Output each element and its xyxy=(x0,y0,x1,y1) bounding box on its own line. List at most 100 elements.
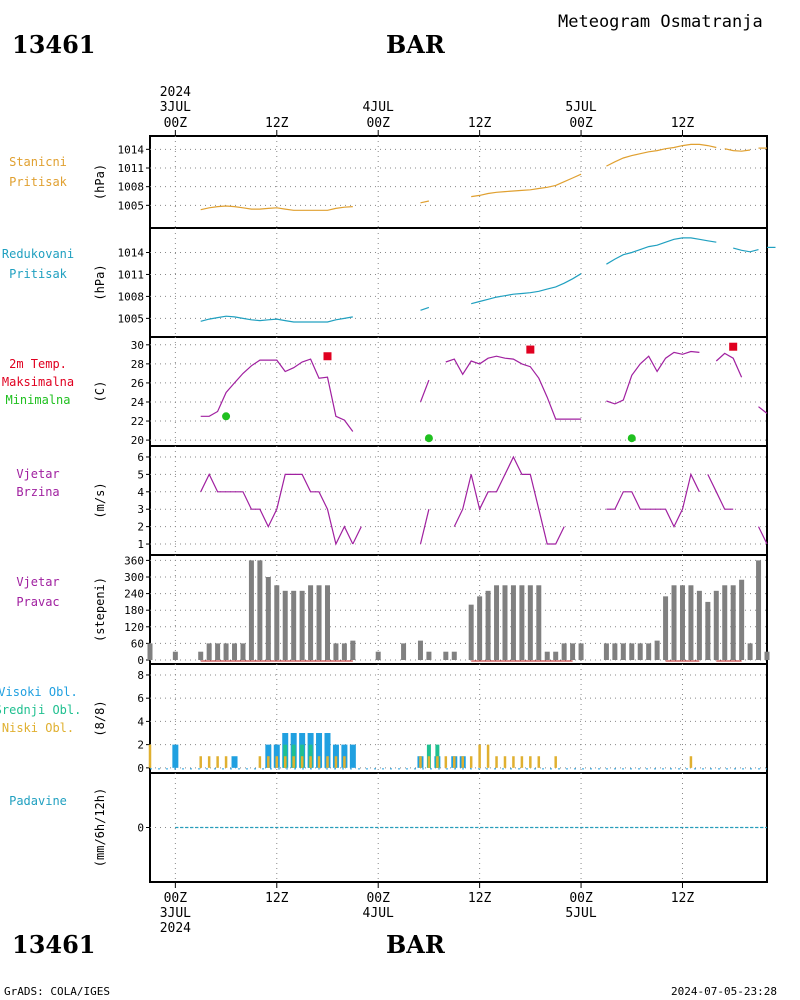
tmin-marker xyxy=(627,434,636,443)
time-date-label: 5JUL xyxy=(565,100,596,115)
y-tick-label: 240 xyxy=(124,588,144,601)
variable-label: Niski Obl. xyxy=(2,721,74,735)
variable-label: Pravac xyxy=(16,595,59,609)
wind-direction-bar xyxy=(485,590,491,660)
cloud-bar xyxy=(216,756,219,768)
wind-direction-bar xyxy=(705,601,711,660)
cloud-bar xyxy=(324,733,331,768)
wind-direction-bar xyxy=(240,643,246,660)
tmin-marker xyxy=(222,412,231,421)
wind-direction-bar xyxy=(341,643,347,660)
cloud-bar xyxy=(292,756,295,768)
cloud-bar xyxy=(231,756,238,768)
time-year-label: 2024 xyxy=(160,921,191,936)
series-line xyxy=(471,273,582,305)
y-tick-label: 1008 xyxy=(118,181,145,194)
time-hour-label: 00Z xyxy=(366,116,390,131)
cloud-bar xyxy=(419,756,422,768)
wind-direction-bar xyxy=(663,596,669,660)
wind-direction-bar xyxy=(561,643,567,660)
panel-frame xyxy=(149,445,768,556)
wind-direction-bar xyxy=(510,585,516,660)
series-line xyxy=(606,237,717,265)
panel-precipitation: 0 (mm/6h/12h) Padavine xyxy=(9,772,768,883)
variable-label: Vjetar xyxy=(16,467,59,481)
station-id-bottom: 13461 xyxy=(12,930,96,959)
time-hour-label: 12Z xyxy=(468,891,492,906)
cloud-bar xyxy=(326,756,329,768)
cloud-bar xyxy=(267,756,270,768)
cloud-bar xyxy=(349,744,356,768)
cloud-bar xyxy=(283,756,287,768)
series-line xyxy=(200,358,354,432)
series-line xyxy=(352,526,362,545)
y-tick-label: 22 xyxy=(131,415,144,428)
y-tick-label: 0 xyxy=(137,822,144,835)
wind-direction-bar xyxy=(426,651,432,660)
wind-direction-bar xyxy=(401,643,407,660)
wind-direction-bar xyxy=(502,585,508,660)
y-tick-label: 4 xyxy=(137,486,144,499)
series-line xyxy=(733,247,759,253)
y-tick-label: 0 xyxy=(137,762,144,775)
time-year-label: 2024 xyxy=(160,85,191,100)
wind-direction-bar xyxy=(282,590,288,660)
wind-direction-bar xyxy=(722,585,728,660)
y-tick-label: 1011 xyxy=(118,162,145,175)
cloud-bar xyxy=(148,744,152,768)
y-tick-label: 1014 xyxy=(118,246,145,259)
variable-label: Minimalna xyxy=(5,393,70,407)
series-line xyxy=(606,143,717,167)
station-name-bottom: BAR xyxy=(386,930,445,959)
y-tick-label: 1011 xyxy=(118,268,145,281)
panel-wind_direction: 0 60 120 180 240 300 360 (stepeni) Vjetar Pravac xyxy=(16,554,770,667)
wind-direction-bar xyxy=(713,590,719,660)
y-tick-label: 360 xyxy=(124,554,144,567)
wind-direction-bar xyxy=(417,640,423,660)
wind-direction-bar xyxy=(350,640,356,660)
wind-direction-bar xyxy=(637,643,643,660)
tmax-marker xyxy=(526,345,535,354)
wind-direction-bar xyxy=(739,579,745,660)
variable-label: Pritisak xyxy=(9,175,68,189)
wind-direction-bar xyxy=(671,585,677,660)
series-line xyxy=(724,148,751,152)
cloud-bar xyxy=(512,756,515,768)
wind-direction-bar xyxy=(519,585,525,660)
cloud-bar xyxy=(343,756,346,768)
y-tick-label: 6 xyxy=(137,451,144,464)
y-axis-label: (stepeni) xyxy=(93,577,107,642)
time-hour-label: 12Z xyxy=(265,116,289,131)
variable-label: Brzina xyxy=(16,485,59,499)
cloud-bar xyxy=(453,756,456,768)
wind-direction-bar xyxy=(679,585,685,660)
station-name-top: BAR xyxy=(386,30,445,59)
tmin-marker xyxy=(424,434,433,443)
y-tick-label: 2 xyxy=(137,739,144,752)
variable-label: 2m Temp. xyxy=(9,357,67,371)
y-tick-label: 4 xyxy=(137,715,144,728)
wind-direction-bar xyxy=(544,651,550,660)
wind-direction-bar xyxy=(257,560,263,660)
panel-frame xyxy=(149,663,768,774)
panel-reduced_pressure: 1005 1008 1011 1014 (hPa) Redukovani Pritisak xyxy=(2,227,776,338)
cloud-bar xyxy=(172,744,179,768)
footer-timestamp: 2024-07-05-23:28 xyxy=(671,985,777,998)
cloud-bar xyxy=(495,756,498,768)
panel-frame xyxy=(149,336,768,447)
series-line xyxy=(420,200,430,204)
panel-temperature: 20 22 24 26 28 30 (C) 2m Temp. Maksimalna Minimal… xyxy=(2,336,768,447)
wind-direction-bar xyxy=(688,585,694,660)
wind-direction-bar xyxy=(451,651,457,660)
cloud-bar xyxy=(316,733,323,768)
wind-direction-bar xyxy=(578,643,584,660)
cloud-bar xyxy=(478,744,481,768)
wind-direction-bar xyxy=(206,643,212,660)
variable-label: Padavine xyxy=(9,794,67,808)
time-hour-label: 00Z xyxy=(569,891,593,906)
tmax-marker xyxy=(323,352,332,361)
cloud-bar xyxy=(317,756,321,768)
time-date-label: 3JUL xyxy=(160,100,191,115)
y-tick-label: 1005 xyxy=(118,199,145,212)
wind-direction-bar xyxy=(603,643,609,660)
